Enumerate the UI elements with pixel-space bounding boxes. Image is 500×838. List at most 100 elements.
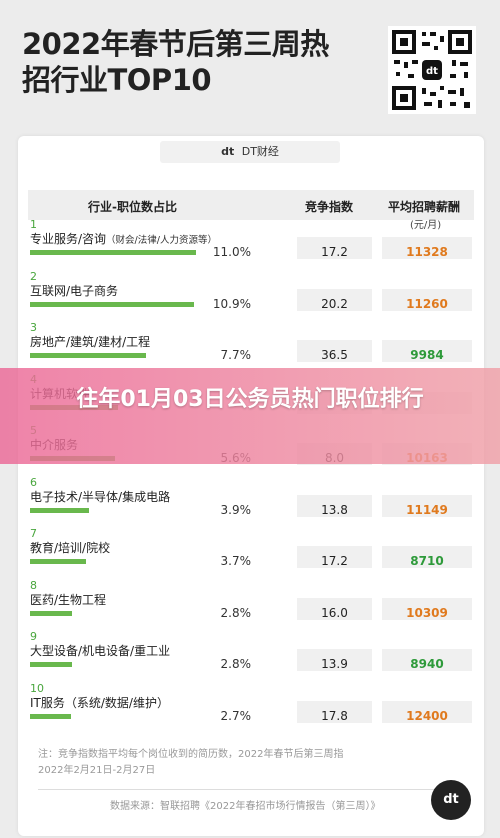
salary-value: 9984 [410, 348, 444, 362]
salary-cell [382, 340, 472, 362]
competition-cell [297, 597, 372, 620]
category-label: 电子技术/半导体/集成电路 [30, 488, 170, 505]
category-name: 电子技术/半导体/集成电路 [30, 489, 171, 504]
salary-value: 11328 [406, 245, 448, 259]
share-bar [30, 250, 196, 255]
table-row: 2 互联网/电子商务 10.9% 20.2 11260 [0, 270, 500, 322]
competition-value: 17.8 [321, 708, 348, 723]
table-row: 8 医药/生物工程 2.8% 16.0 10309 [0, 579, 500, 631]
category-name: IT服务（系统/数据/维护） [30, 695, 169, 710]
category-name: 医药/生物工程 [30, 592, 107, 607]
rank-number: 1 [30, 218, 37, 231]
svg-text:dt: dt [426, 66, 438, 77]
overlay-banner: 往年01月03日公务员热门职位排行 [0, 368, 500, 464]
share-value: 3.9% [220, 502, 252, 517]
category-label: IT服务（系统/数据/维护） [30, 694, 169, 711]
competition-cell [297, 340, 372, 362]
category-label: 医药/生物工程 [30, 591, 106, 608]
competition-value: 16.0 [321, 605, 348, 620]
competition-value: 13.9 [321, 657, 348, 671]
salary-value: 10309 [406, 605, 448, 620]
salary-value: 11149 [406, 502, 448, 517]
competition-cell [297, 494, 372, 517]
share-bar [30, 301, 194, 307]
category-sub: （财会/法律/人力资源等） [106, 235, 217, 246]
competition-cell [297, 288, 372, 311]
table-row: 6 电子技术/半导体/集成电路 3.9% 13.8 11149 [0, 476, 500, 528]
share-bar [30, 507, 89, 513]
share-value: 11.0% [212, 245, 251, 259]
table-header [28, 190, 474, 220]
salary-value: 8940 [410, 657, 444, 671]
header-salary: 平均招聘薪酬 [388, 200, 461, 214]
rank-number: 6 [30, 475, 37, 489]
dt-logo-icon: dt [221, 145, 235, 158]
competition-value: 17.2 [321, 245, 348, 259]
share-value: 10.9% [212, 296, 251, 311]
rank-number: 3 [30, 321, 37, 334]
rank-number: 9 [30, 630, 37, 643]
dt-circle-logo-icon: dt [431, 780, 471, 820]
salary-cell [382, 649, 472, 671]
competition-value: 13.8 [321, 502, 348, 517]
table-row: 10 IT服务（系统/数据/维护） 2.7% 17.8 12400 [0, 682, 500, 734]
competition-cell [297, 237, 372, 259]
salary-value: 12400 [406, 708, 448, 723]
salary-cell [382, 288, 472, 311]
source-note: 数据来源：智联招聘《2022年春招市场行情报告（第三周）》 [110, 801, 381, 812]
salary-cell [382, 597, 472, 620]
qr-code: dt [388, 26, 476, 114]
category-label: 教育/培训/院校 [30, 539, 110, 556]
header-category: 行业-职位数占比 [88, 200, 177, 214]
rank-number: 10 [30, 681, 44, 695]
share-bar [30, 610, 72, 616]
competition-value: 36.5 [321, 348, 348, 362]
share-bar [30, 713, 71, 719]
category-name: 大型设备/机电设备/重工业 [30, 644, 171, 658]
brand-tag: dt DT财经 [160, 141, 340, 163]
competition-cell [297, 546, 372, 568]
salary-cell [382, 237, 472, 259]
divider [38, 789, 463, 790]
category-label: 专业服务/咨询（财会/法律/人力资源等） [30, 230, 217, 247]
category-name: 教育/培训/院校 [30, 541, 111, 555]
table-row: 9 大型设备/机电设备/重工业 2.8% 13.9 8940 [0, 630, 500, 682]
rank-number: 7 [30, 527, 37, 540]
category-name: 互联网/电子商务 [30, 283, 119, 298]
share-value: 3.7% [220, 554, 252, 568]
competition-cell [297, 700, 372, 723]
brand-name: DT财经 [241, 145, 279, 158]
category-label: 房地产/建筑/建材/工程 [30, 333, 150, 350]
header-salary-unit: (元/月) [410, 220, 442, 231]
category-name: 专业服务/咨询 [30, 232, 107, 246]
category-name: 房地产/建筑/建材/工程 [30, 335, 151, 349]
salary-value: 8710 [410, 554, 444, 568]
share-value: 7.7% [220, 348, 252, 362]
share-bar [30, 353, 146, 358]
header-competition: 竞争指数 [305, 200, 354, 214]
share-bar [30, 662, 72, 667]
share-value: 2.8% [220, 605, 252, 620]
salary-cell [382, 700, 472, 723]
salary-cell [382, 546, 472, 568]
footnote-line1: 注：竞争指数指平均每个岗位收到的简历数，2022年春节后第三周指 [38, 749, 344, 760]
category-label: 互联网/电子商务 [30, 282, 118, 299]
rank-number: 2 [30, 269, 37, 283]
share-bar [30, 559, 86, 564]
competition-value: 20.2 [321, 296, 348, 311]
footnote-line2: 2022年2月21日-2月27日 [38, 765, 156, 776]
salary-cell [382, 494, 472, 517]
share-value: 2.7% [220, 708, 252, 723]
share-value: 2.8% [220, 657, 252, 671]
footnote: 注：竞争指数指平均每个岗位收到的简历数，2022年春节后第三周指 2022年2月… [38, 747, 438, 779]
competition-value: 17.2 [321, 554, 348, 568]
salary-value: 11260 [406, 296, 448, 311]
table-row: 3 房地产/建筑/建材/工程 7.7% 36.5 9984 [0, 321, 500, 373]
table-row: 7 教育/培训/院校 3.7% 17.2 8710 [0, 527, 500, 579]
rank-number: 8 [30, 578, 37, 592]
competition-cell [297, 649, 372, 671]
banner-text: 往年01月03日公务员热门职位排行 [76, 387, 424, 412]
page-title: 2022年春节后第三周热招行业TOP10 [22, 27, 329, 97]
category-label: 大型设备/机电设备/重工业 [30, 642, 170, 659]
table-row: 1 专业服务/咨询（财会/法律/人力资源等） 11.0% 17.2 11328 [0, 218, 500, 270]
